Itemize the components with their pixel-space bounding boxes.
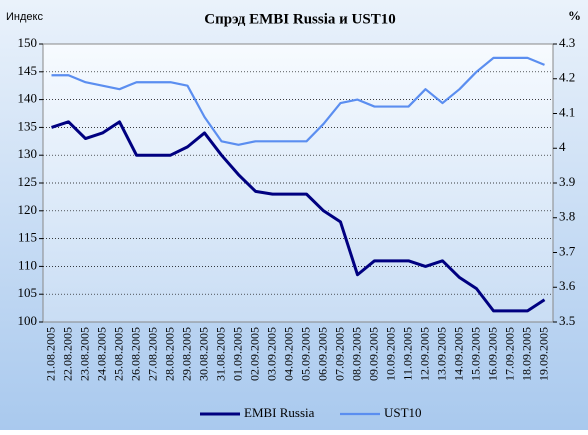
x-tick-label: 25.08.2005 (111, 327, 125, 381)
x-tick-label: 29.08.2005 (179, 327, 193, 381)
y-tick-label: 145 (18, 63, 38, 78)
x-tick-label: 04.09.2005 (281, 327, 295, 381)
x-tick-label: 07.09.2005 (332, 327, 346, 381)
x-tick-label: 02.09.2005 (247, 327, 261, 381)
x-tick-label: 08.09.2005 (349, 327, 363, 381)
x-tick-label: 30.08.2005 (196, 327, 210, 381)
y-tick-label: 125 (18, 174, 38, 189)
x-tick-label: 21.08.2005 (43, 327, 57, 381)
x-tick-label: 03.09.2005 (264, 327, 278, 381)
x-tick-label: 12.09.2005 (417, 327, 431, 381)
legend-label: UST10 (384, 405, 422, 420)
y2-tick-label: 3.7 (559, 243, 576, 258)
y2-tick-label: 3.9 (559, 174, 575, 189)
y2-axis-label: % (568, 8, 581, 23)
x-tick-label: 28.08.2005 (162, 327, 176, 381)
x-tick-label: 19.09.2005 (536, 327, 550, 381)
x-tick-label: 24.08.2005 (94, 327, 108, 381)
y-tick-label: 140 (18, 91, 38, 106)
y-tick-label: 130 (18, 146, 38, 161)
x-tick-label: 17.09.2005 (502, 327, 516, 381)
x-tick-label: 22.08.2005 (60, 327, 74, 381)
x-tick-label: 31.08.2005 (213, 327, 227, 381)
y2-tick-label: 3.5 (559, 313, 575, 328)
y2-tick-label: 4.3 (559, 35, 575, 50)
line-series (51, 120, 546, 313)
x-tick-label: 16.09.2005 (485, 327, 499, 381)
x-tick-label: 13.09.2005 (434, 327, 448, 381)
x-tick-label: 26.08.2005 (128, 327, 142, 381)
x-tick-label: 18.09.2005 (519, 327, 533, 381)
y2-tick-label: 3.6 (559, 278, 576, 293)
x-tick-label: 23.08.2005 (77, 327, 91, 381)
y2-tick-label: 3.8 (559, 209, 575, 224)
legend-label: EMBI Russia (244, 405, 315, 420)
x-tick-label: 06.09.2005 (315, 327, 329, 381)
x-tick-label: 14.09.2005 (451, 327, 465, 381)
x-tick-label: 27.08.2005 (145, 327, 159, 381)
line-series (51, 56, 545, 146)
x-tick-label: 01.09.2005 (230, 327, 244, 381)
y-tick-label: 135 (18, 118, 38, 133)
y-tick-label: 120 (18, 202, 38, 217)
y-tick-label: 105 (18, 285, 38, 300)
y2-tick-label: 4.2 (559, 70, 575, 85)
y2-tick-label: 4.1 (559, 104, 575, 119)
x-tick-label: 09.09.2005 (366, 327, 380, 381)
chart-title: Спрэд EMBI Russia и UST10 (204, 11, 395, 27)
y-tick-label: 115 (18, 230, 37, 245)
y-tick-label: 150 (18, 35, 38, 50)
y-axis-label: Индекс (6, 11, 43, 23)
x-tick-label: 15.09.2005 (468, 327, 482, 381)
y2-tick-label: 4 (559, 139, 566, 154)
y-tick-label: 100 (18, 313, 38, 328)
x-tick-label: 11.09.2005 (400, 327, 414, 381)
x-tick-label: 10.09.2005 (383, 327, 397, 381)
x-tick-label: 05.09.2005 (298, 327, 312, 381)
y-tick-label: 110 (18, 257, 37, 272)
